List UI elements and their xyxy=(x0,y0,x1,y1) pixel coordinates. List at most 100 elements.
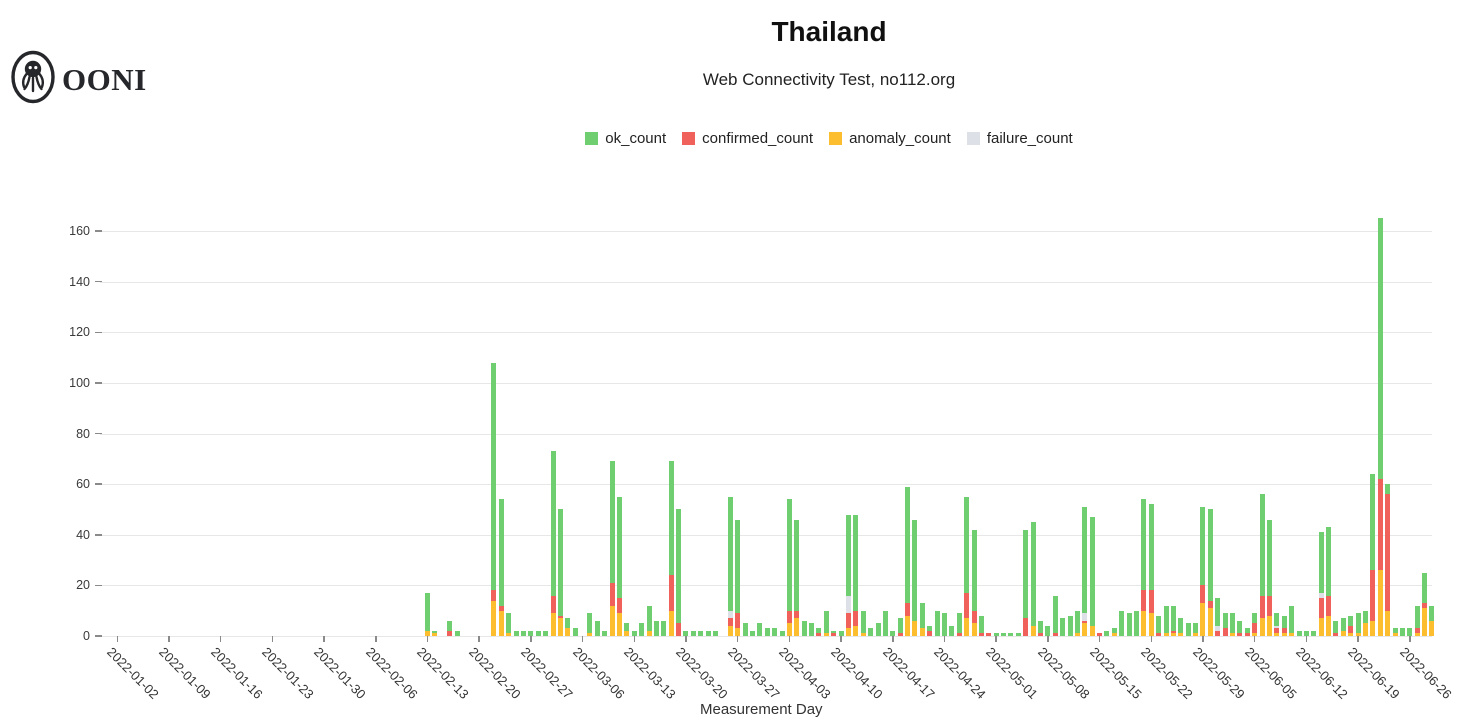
bar-2022-05-30[interactable] xyxy=(1207,509,1213,636)
bar-2022-05-11[interactable] xyxy=(1067,615,1073,636)
bar-2022-06-25[interactable] xyxy=(1399,628,1405,636)
bar-2022-06-01[interactable] xyxy=(1222,613,1228,636)
bar-2022-05-22[interactable] xyxy=(1148,504,1154,636)
bar-2022-03-11[interactable] xyxy=(617,496,623,636)
bar-2022-03-22[interactable] xyxy=(698,630,704,636)
bar-2022-02-22[interactable] xyxy=(491,362,497,636)
bar-2022-05-03[interactable] xyxy=(1008,633,1014,636)
bar-2022-05-10[interactable] xyxy=(1060,618,1066,636)
bar-2022-06-03[interactable] xyxy=(1237,620,1243,636)
bar-2022-03-17[interactable] xyxy=(661,620,667,636)
bar-2022-04-18[interactable] xyxy=(897,618,903,636)
bar-2022-06-19[interactable] xyxy=(1355,613,1361,636)
bar-2022-03-07[interactable] xyxy=(587,613,593,636)
bar-2022-05-17[interactable] xyxy=(1111,628,1117,636)
bar-2022-04-28[interactable] xyxy=(971,529,977,636)
bar-2022-06-22[interactable] xyxy=(1377,218,1383,636)
bar-2022-04-16[interactable] xyxy=(882,610,888,636)
bar-2022-05-07[interactable] xyxy=(1038,620,1043,636)
bar-2022-05-09[interactable] xyxy=(1052,595,1058,636)
bar-2022-04-06[interactable] xyxy=(809,623,815,636)
bar-2022-04-02[interactable] xyxy=(779,630,785,636)
bar-2022-03-29[interactable] xyxy=(749,630,755,636)
bar-2022-02-24[interactable] xyxy=(506,613,512,636)
bar-2022-06-15[interactable] xyxy=(1326,527,1332,636)
bar-2022-04-13[interactable] xyxy=(860,610,866,636)
bar-2022-03-13[interactable] xyxy=(631,630,637,636)
bar-2022-03-09[interactable] xyxy=(602,630,608,636)
bar-2022-06-23[interactable] xyxy=(1385,484,1391,636)
bar-2022-06-24[interactable] xyxy=(1392,628,1398,636)
bar-2022-06-27[interactable] xyxy=(1414,605,1420,636)
bar-2022-05-04[interactable] xyxy=(1015,633,1021,636)
bar-2022-03-31[interactable] xyxy=(764,628,770,636)
bar-2022-05-05[interactable] xyxy=(1023,529,1029,636)
bar-2022-06-11[interactable] xyxy=(1296,630,1302,636)
bar-2022-03-08[interactable] xyxy=(594,620,600,636)
bar-2022-05-12[interactable] xyxy=(1074,610,1080,636)
bar-2022-03-27[interactable] xyxy=(735,519,741,636)
bar-2022-04-10[interactable] xyxy=(838,630,844,636)
bar-2022-03-20[interactable] xyxy=(683,630,689,636)
bar-2022-05-24[interactable] xyxy=(1163,605,1169,636)
bar-2022-06-07[interactable] xyxy=(1266,519,1272,636)
bar-2022-03-16[interactable] xyxy=(653,620,659,636)
bar-2022-02-13[interactable] xyxy=(424,592,430,636)
bar-2022-06-16[interactable] xyxy=(1333,620,1339,636)
bar-2022-03-30[interactable] xyxy=(757,623,763,636)
bar-2022-04-20[interactable] xyxy=(912,519,918,636)
bar-2022-03-21[interactable] xyxy=(690,630,696,636)
bar-2022-05-29[interactable] xyxy=(1200,506,1206,636)
bar-2022-05-16[interactable] xyxy=(1104,630,1110,636)
bar-2022-03-28[interactable] xyxy=(742,623,748,636)
bar-2022-06-14[interactable] xyxy=(1318,532,1324,636)
bar-2022-05-23[interactable] xyxy=(1156,615,1162,636)
bar-2022-05-21[interactable] xyxy=(1141,499,1147,636)
bar-2022-06-09[interactable] xyxy=(1281,615,1287,636)
bar-2022-03-14[interactable] xyxy=(639,623,645,636)
bar-2022-02-26[interactable] xyxy=(521,630,526,636)
bar-2022-04-04[interactable] xyxy=(794,519,800,636)
bar-2022-04-03[interactable] xyxy=(786,499,792,636)
bar-2022-04-24[interactable] xyxy=(941,613,947,636)
bar-2022-06-05[interactable] xyxy=(1252,613,1258,636)
bar-2022-04-23[interactable] xyxy=(934,610,940,636)
bar-2022-05-28[interactable] xyxy=(1193,623,1199,636)
bar-2022-05-02[interactable] xyxy=(1001,633,1007,636)
bar-2022-03-12[interactable] xyxy=(624,623,630,636)
bar-2022-05-06[interactable] xyxy=(1030,522,1036,636)
bar-2022-06-17[interactable] xyxy=(1340,618,1346,636)
bar-2022-04-14[interactable] xyxy=(868,628,874,636)
legend-item-anomaly-count[interactable]: anomaly_count xyxy=(829,130,951,147)
bar-2022-03-19[interactable] xyxy=(676,509,682,636)
bar-2022-04-27[interactable] xyxy=(964,496,970,636)
legend-item-failure-count[interactable]: failure_count xyxy=(966,130,1073,147)
bar-2022-03-01[interactable] xyxy=(543,630,549,636)
bar-2022-05-25[interactable] xyxy=(1170,605,1176,636)
bar-2022-04-17[interactable] xyxy=(890,630,896,636)
bar-2022-02-27[interactable] xyxy=(528,630,534,636)
bar-2022-05-20[interactable] xyxy=(1134,610,1140,636)
bar-2022-04-07[interactable] xyxy=(816,628,822,636)
bar-2022-06-28[interactable] xyxy=(1422,572,1428,636)
bar-2022-05-15[interactable] xyxy=(1097,633,1103,636)
bar-2022-06-20[interactable] xyxy=(1362,610,1368,636)
bar-2022-06-02[interactable] xyxy=(1230,613,1236,636)
bar-2022-06-21[interactable] xyxy=(1370,474,1376,636)
bar-2022-04-09[interactable] xyxy=(831,630,837,636)
bar-2022-06-12[interactable] xyxy=(1303,630,1309,636)
bar-2022-04-05[interactable] xyxy=(801,620,807,636)
bar-2022-04-08[interactable] xyxy=(823,610,829,636)
legend-item-confirmed-count[interactable]: confirmed_count xyxy=(682,130,813,147)
bar-2022-04-21[interactable] xyxy=(919,603,925,636)
bar-2022-03-02[interactable] xyxy=(550,451,556,636)
bar-2022-05-13[interactable] xyxy=(1082,506,1088,636)
bar-2022-06-06[interactable] xyxy=(1259,494,1265,636)
bar-2022-05-08[interactable] xyxy=(1045,625,1051,636)
bar-2022-02-28[interactable] xyxy=(535,630,541,636)
bar-2022-03-03[interactable] xyxy=(557,509,563,636)
bar-2022-04-26[interactable] xyxy=(956,613,962,636)
bar-2022-05-14[interactable] xyxy=(1089,517,1095,636)
bar-2022-03-10[interactable] xyxy=(609,461,615,636)
bar-2022-03-05[interactable] xyxy=(572,628,578,636)
